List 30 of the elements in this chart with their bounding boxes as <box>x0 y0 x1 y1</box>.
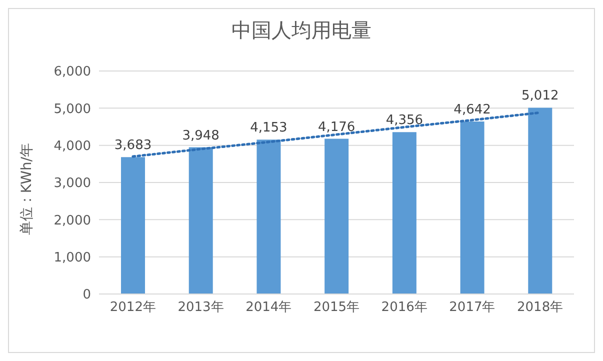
data-label: 4,356 <box>386 113 424 128</box>
bar <box>392 132 416 294</box>
bar <box>460 121 484 294</box>
data-label: 3,948 <box>182 128 220 144</box>
chart-title: 中国人均用电量 <box>230 17 372 44</box>
x-tick-label: 2013年 <box>178 300 224 316</box>
data-label: 4,642 <box>454 102 491 118</box>
y-axis-title: 单位：KWh/年 <box>18 142 36 236</box>
x-tick-label: 2017年 <box>449 300 496 316</box>
x-tick-label: 2016年 <box>381 300 428 316</box>
data-label: 5,012 <box>522 88 559 104</box>
bar <box>528 108 552 294</box>
y-tick-label: 5,000 <box>54 102 91 117</box>
y-tick-label: 4,000 <box>54 138 91 154</box>
bar <box>121 157 145 294</box>
data-label: 3,683 <box>114 138 152 154</box>
data-label: 4,176 <box>318 120 356 135</box>
bar <box>256 140 281 294</box>
bar <box>324 138 349 294</box>
data-label: 4,153 <box>250 120 288 136</box>
y-tick-label: 2,000 <box>54 213 91 228</box>
y-tick-label: 6,000 <box>54 64 91 80</box>
x-tick-label: 2018年 <box>517 300 564 316</box>
y-tick-label: 3,000 <box>54 176 91 192</box>
bar <box>188 147 213 294</box>
x-tick-label: 2012年 <box>110 300 156 316</box>
y-tick-label: 1,000 <box>54 250 91 266</box>
x-tick-label: 2014年 <box>246 300 292 316</box>
x-tick-label: 2015年 <box>313 300 360 316</box>
y-tick-label: 0 <box>82 288 91 303</box>
